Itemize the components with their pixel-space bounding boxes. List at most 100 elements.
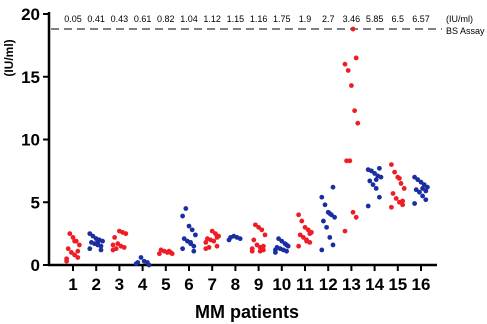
x-tick-label: 7: [207, 275, 216, 294]
data-point: [158, 247, 164, 253]
data-point: [273, 247, 278, 253]
data-point: [353, 55, 359, 61]
data-point: [214, 234, 220, 240]
data-point: [64, 256, 69, 262]
data-point: [183, 206, 189, 211]
data-point: [257, 248, 263, 254]
bs-assay-value: 5.85: [366, 14, 384, 24]
data-point: [87, 246, 93, 252]
data-point: [70, 234, 76, 240]
data-point: [89, 240, 94, 245]
data-point: [330, 184, 336, 190]
data-point: [330, 242, 336, 248]
data-point: [377, 194, 382, 200]
data-point: [72, 238, 77, 244]
x-tick-label: 14: [365, 275, 384, 294]
data-point: [98, 247, 104, 253]
data-point: [353, 214, 359, 220]
data-point: [299, 218, 305, 224]
data-point: [95, 240, 101, 245]
x-tick-label: 9: [254, 275, 263, 294]
bs-assay-value: 6.57: [412, 14, 430, 24]
data-point: [398, 181, 404, 186]
data-point: [115, 241, 121, 247]
data-point: [302, 224, 308, 230]
bs-assay-value: 6.5: [392, 14, 405, 24]
data-point: [113, 246, 119, 252]
x-tick-label: 5: [161, 275, 170, 294]
y-tick-label: 5: [31, 193, 40, 212]
data-point: [400, 198, 405, 204]
data-point: [327, 234, 333, 240]
bs-assay-value: 0.61: [134, 14, 152, 24]
x-tick-label: 11: [296, 275, 314, 294]
bs-assay-value: 0.82: [157, 14, 175, 24]
data-point: [296, 212, 301, 218]
data-point: [319, 247, 325, 253]
data-point: [350, 26, 356, 32]
data-point: [297, 232, 303, 238]
y-tick-label: 15: [21, 68, 40, 87]
data-point: [189, 227, 195, 233]
data-point: [377, 165, 382, 171]
y-tick-label: 10: [21, 131, 40, 150]
data-point: [304, 238, 309, 244]
data-point: [228, 234, 234, 240]
data-point: [355, 120, 361, 126]
data-point: [413, 187, 419, 193]
data-point: [327, 211, 333, 216]
data-point: [112, 234, 117, 240]
data-point: [146, 262, 152, 268]
data-point: [342, 61, 348, 67]
data-point: [67, 231, 73, 237]
x-tick-label: 13: [342, 275, 361, 294]
data-point: [307, 231, 313, 237]
data-point: [296, 243, 301, 249]
x-tick-label: 15: [388, 275, 407, 294]
data-point: [276, 236, 281, 242]
data-point: [370, 182, 376, 188]
x-axis-label: MM patients: [195, 302, 299, 322]
data-point: [423, 197, 429, 203]
data-point: [138, 255, 144, 260]
bs-assay-value: 0.43: [111, 14, 129, 24]
data-point: [322, 202, 328, 208]
data-point: [191, 248, 197, 254]
data-point: [180, 213, 186, 219]
data-point: [284, 242, 289, 248]
x-tick-label: 1: [68, 275, 77, 294]
data-point: [75, 248, 81, 254]
bs-assay-value: 1.12: [203, 14, 221, 24]
data-point: [392, 169, 397, 175]
bs-assay-value: 0.41: [87, 14, 105, 24]
data-point: [365, 203, 371, 209]
data-point: [253, 222, 258, 228]
data-point: [77, 242, 82, 248]
data-point: [373, 177, 379, 183]
data-point: [193, 232, 198, 238]
x-tick-label: 10: [272, 275, 291, 294]
data-point: [261, 243, 266, 249]
data-point: [188, 240, 194, 245]
bs-assay-value: 1.9: [299, 14, 312, 24]
bs-unit-label: (IU/ml): [446, 14, 473, 24]
y-tick-label: 20: [21, 5, 40, 24]
data-point: [65, 246, 71, 252]
data-point: [135, 260, 141, 265]
x-tick-label: 12: [319, 275, 338, 294]
data-point: [206, 245, 212, 250]
data-point: [181, 236, 187, 242]
data-point: [186, 223, 192, 229]
data-point: [365, 167, 371, 173]
data-point: [397, 176, 402, 181]
data-point: [110, 242, 116, 248]
bs-assay-value: 1.15: [227, 14, 245, 24]
bs-assay-value: 1.04: [180, 14, 198, 24]
data-point: [412, 201, 417, 206]
data-point: [420, 186, 425, 191]
data-point: [349, 83, 354, 88]
data-point: [352, 108, 357, 114]
x-tick-label: 2: [91, 275, 100, 294]
